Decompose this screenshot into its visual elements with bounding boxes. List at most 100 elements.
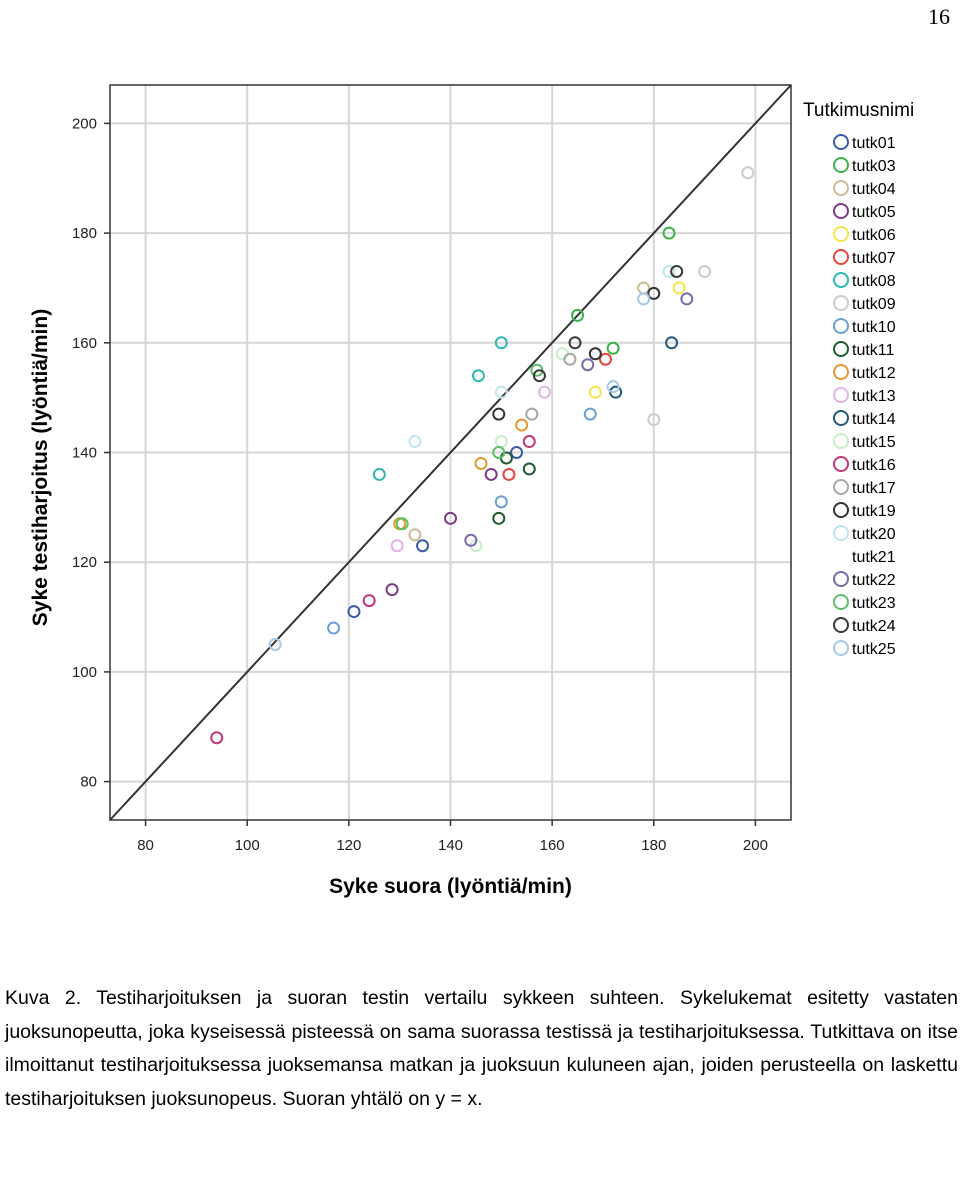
page-number: 16 (928, 4, 950, 29)
x-tick-label: 120 (336, 837, 361, 854)
legend-marker-tutk17 (833, 479, 849, 495)
x-tick-label: 80 (137, 837, 154, 854)
point-tutk22 (581, 358, 595, 372)
y-tick-label: 100 (72, 664, 97, 681)
point-tutk11 (492, 511, 506, 525)
x-tick-label: 160 (540, 837, 565, 854)
point-tutk12 (515, 418, 529, 432)
x-tick-label: 200 (743, 837, 768, 854)
point-tutk16 (210, 731, 224, 745)
legend-marker-tutk25 (833, 640, 849, 656)
point-tutk11 (499, 451, 513, 465)
point-tutk24 (670, 264, 684, 278)
point-tutk04 (637, 281, 651, 295)
legend-label-tutk03: tutk03 (852, 158, 896, 175)
x-tick-label: 140 (438, 837, 463, 854)
point-tutk01 (510, 446, 524, 459)
legend-marker-tutk06 (833, 226, 849, 242)
point-tutk19 (647, 286, 661, 300)
legend-label-tutk23: tutk23 (852, 595, 896, 612)
point-tutk07 (599, 352, 613, 366)
legend-label-tutk21: tutk21 (852, 549, 896, 566)
point-tutk12 (474, 456, 488, 470)
point-tutk24 (568, 336, 582, 350)
legend-label-tutk11: tutk11 (852, 342, 895, 359)
legend-label-tutk09: tutk09 (852, 296, 896, 313)
point-tutk03 (571, 308, 585, 322)
legend-marker-tutk15 (833, 433, 849, 449)
y-tick-label: 160 (72, 335, 97, 352)
point-tutk06 (672, 281, 686, 295)
legend-label-tutk04: tutk04 (852, 181, 896, 198)
point-tutk08 (494, 336, 508, 350)
point-tutk16 (522, 435, 536, 449)
legend-marker-tutk13 (833, 387, 849, 403)
y-tick-label: 80 (80, 774, 97, 791)
legend-marker-tutk16 (833, 456, 849, 472)
legend-label-tutk10: tutk10 (852, 319, 896, 336)
point-tutk05 (484, 467, 498, 481)
legend-marker-tutk07 (833, 249, 849, 265)
point-tutk03 (662, 226, 676, 240)
legend-label-tutk05: tutk05 (852, 204, 896, 221)
point-tutk15 (494, 435, 508, 449)
legend-label-tutk22: tutk22 (852, 572, 896, 589)
legend-label-tutk16: tutk16 (852, 457, 896, 474)
legend-marker-tutk14 (833, 410, 849, 426)
legend-marker-tutk23 (833, 594, 849, 610)
legend-label-tutk06: tutk06 (852, 227, 896, 244)
point-tutk01 (347, 605, 361, 619)
point-tutk01 (416, 539, 430, 553)
point-tutk20 (408, 435, 422, 449)
legend-label-tutk20: tutk20 (852, 526, 896, 543)
legend-marker-tutk01 (833, 134, 849, 150)
point-tutk24 (532, 369, 546, 383)
figure-caption: Kuva 2. Testiharjoituksen ja suoran test… (5, 982, 958, 1116)
point-tutk15 (555, 347, 569, 361)
caption-text: Kuva 2. Testiharjoituksen ja suoran test… (5, 987, 958, 1110)
point-tutk25 (268, 637, 282, 651)
legend-label-tutk15: tutk15 (852, 434, 896, 451)
legend-title: Tutkimusnimi (803, 100, 914, 121)
point-tutk09 (741, 166, 755, 180)
point-tutk09 (647, 413, 661, 427)
x-tick-label: 180 (641, 837, 666, 854)
point-tutk11 (522, 462, 536, 476)
point-tutk19 (588, 347, 602, 361)
point-tutk09 (698, 264, 712, 278)
legend-label-tutk08: tutk08 (852, 273, 896, 290)
point-tutk25 (606, 380, 620, 394)
point-tutk05 (385, 583, 399, 597)
legend-marker-tutk24 (833, 617, 849, 633)
point-tutk08 (372, 467, 386, 481)
point-tutk16 (362, 594, 376, 608)
point-tutk05 (444, 511, 457, 525)
point-tutk20 (662, 264, 676, 278)
y-tick-label: 180 (72, 225, 97, 242)
point-tutk07 (502, 467, 516, 481)
point-tutk14 (665, 336, 679, 350)
point-tutk10 (583, 407, 597, 421)
legend-label-tutk13: tutk13 (852, 388, 896, 405)
point-tutk23 (492, 446, 506, 459)
point-tutk13 (538, 385, 552, 399)
legend-label-tutk12: tutk12 (852, 365, 896, 382)
y-tick-label: 200 (72, 115, 97, 132)
legend-marker-tutk11 (833, 341, 849, 357)
point-tutk06 (588, 385, 602, 399)
legend-marker-tutk12 (833, 364, 849, 380)
legend-label-tutk19: tutk19 (852, 503, 896, 520)
legend-marker-tutk08 (833, 272, 849, 288)
point-tutk04 (408, 528, 422, 542)
legend-label-tutk07: tutk07 (852, 250, 896, 267)
point-tutk25 (637, 292, 651, 306)
legend-label-tutk14: tutk14 (852, 411, 896, 428)
legend-label-tutk24: tutk24 (852, 618, 896, 635)
legend-label-tutk25: tutk25 (852, 641, 896, 658)
scatter-chart: 80 100 120 140 160 180 200 80 100 120 140 160 180 200… (29, 84, 914, 898)
point-tutk17 (563, 352, 577, 366)
reference-line-y-equals-x (109, 84, 792, 821)
point-tutk17 (525, 407, 539, 421)
point-tutk20 (494, 385, 508, 399)
point-tutk23 (395, 517, 409, 531)
